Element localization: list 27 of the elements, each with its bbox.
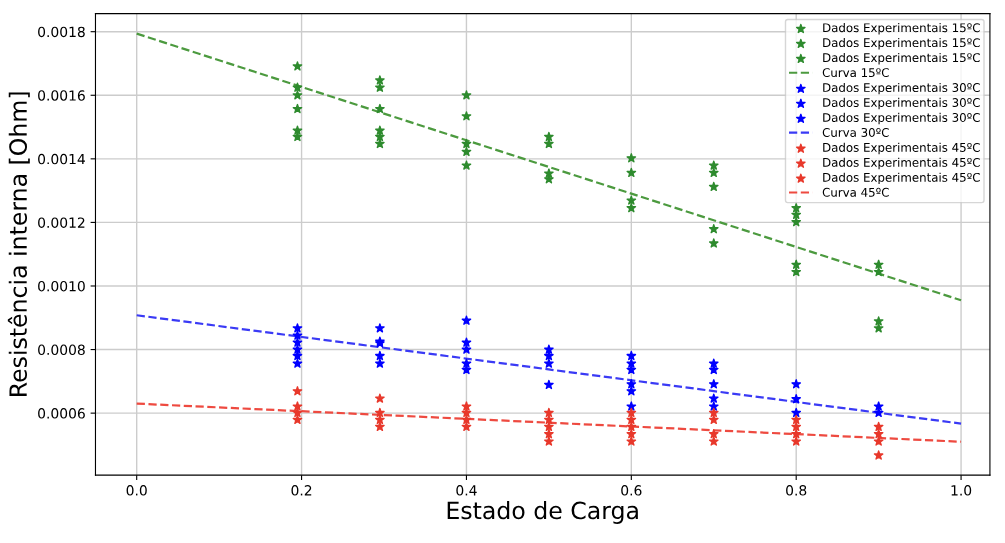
legend-label: Dados Experimentais 30ºC	[823, 112, 980, 125]
legend-label: Curva 30ºC	[822, 128, 889, 137]
legend-label: Dados Experimentais 30ºC	[823, 82, 980, 95]
x-tick-label: 0.8	[786, 485, 807, 496]
y-tick-label: 0.0006	[38, 408, 85, 419]
y-tick-label: 0.0014	[38, 153, 85, 165]
x-tick-label: 1.0	[951, 485, 972, 496]
y-tick-label: 0.0012	[38, 217, 85, 228]
legend-label: Dados Experimentais 30ºC	[823, 97, 980, 110]
x-axis-title: Estado de Carga	[447, 501, 638, 524]
legend-label: Curva 45ºC	[822, 187, 889, 197]
legend-label: Dados Experimentais 15ºC	[823, 52, 980, 65]
legend-label: Curva 15ºC	[822, 68, 889, 78]
y-tick-label: 0.0018	[38, 26, 85, 38]
x-tick-label: 0.2	[291, 485, 312, 496]
legend-label: Dados Experimentais 45ºC	[823, 157, 980, 170]
x-tick-label: 0.0	[126, 485, 147, 496]
y-axis-title: Resistência interna [Ohm]	[7, 92, 30, 396]
x-tick-label: 0.6	[621, 485, 642, 496]
legend-label: Dados Experimentais 15ºC	[823, 23, 980, 35]
y-tick-label: 0.0008	[38, 344, 85, 356]
y-tick-label: 0.0016	[38, 90, 85, 101]
legend-label: Dados Experimentais 15ºC	[823, 37, 980, 50]
x-tick-label: 0.4	[456, 485, 477, 496]
legend-label: Dados Experimentais 45ºC	[823, 172, 980, 185]
legend-label: Dados Experimentais 45ºC	[823, 142, 980, 155]
y-tick-label: 0.0010	[38, 280, 85, 292]
